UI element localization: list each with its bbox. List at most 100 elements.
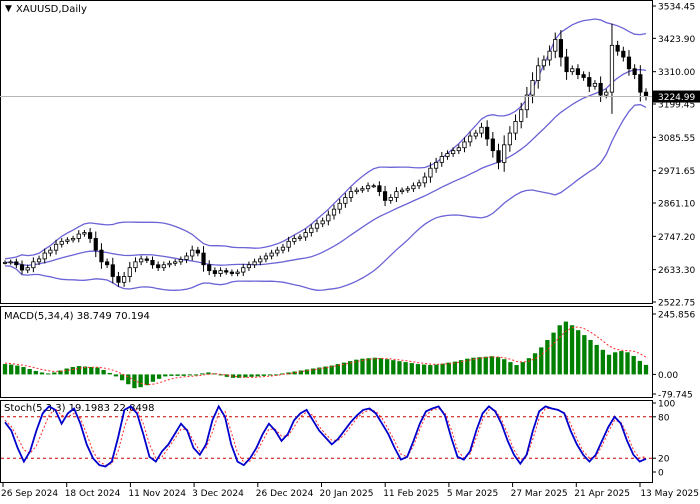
macd-bar	[508, 362, 513, 375]
macd-panel[interactable]	[0, 306, 653, 398]
candle-body	[122, 276, 127, 283]
candle-body	[519, 109, 524, 122]
bollinger-middle-band	[4, 68, 647, 267]
candle-body	[184, 255, 189, 260]
candle-body	[416, 182, 422, 187]
candle-body	[167, 262, 172, 266]
candle-body	[127, 267, 132, 277]
macd-bar	[489, 356, 495, 375]
macd-bar	[520, 362, 525, 375]
price-tick-label: 3199.45	[658, 101, 695, 111]
macd-bar	[403, 362, 408, 375]
candle-body	[326, 214, 331, 222]
date-tick-label: 27 Mar 2025	[511, 489, 568, 499]
price-tick-label: 3423.90	[658, 35, 695, 45]
macd-bar	[372, 357, 377, 375]
candle-body	[626, 56, 632, 70]
macd-bar	[428, 365, 433, 375]
stoch-tick-label: 0	[658, 469, 664, 479]
candle-body	[93, 238, 98, 251]
price-tick-label: 3085.55	[658, 134, 695, 144]
symbol-dropdown-arrow-icon[interactable]: ▼	[5, 4, 12, 14]
candle-body	[25, 267, 30, 271]
candle-body	[224, 270, 229, 273]
candle-body	[105, 261, 110, 266]
macd-bar	[212, 373, 217, 375]
date-axis[interactable]: 26 Sep 2024 18 Oct 2024 11 Nov 2024 3 Dec 2…	[1, 483, 699, 499]
macd-bar	[113, 374, 119, 377]
date-tick-label: 3 Dec 2024	[192, 489, 244, 499]
candle-body	[320, 220, 325, 225]
candle-body	[399, 189, 405, 193]
macd-bar	[397, 361, 402, 375]
macd-bar	[514, 365, 519, 375]
macd-bar	[126, 374, 131, 385]
macd-bar	[200, 373, 205, 375]
macd-bar	[163, 374, 168, 377]
macd-bar	[335, 364, 340, 375]
price-tick-label: 3310.00	[658, 68, 695, 78]
macd-bar	[354, 359, 359, 375]
candle-body	[439, 156, 444, 163]
candle-body	[31, 261, 36, 269]
candle-body	[99, 249, 104, 263]
stoch-main-line	[4, 404, 647, 468]
macd-bar	[95, 367, 100, 375]
macd-signal-line	[4, 326, 647, 386]
macd-bar	[21, 367, 26, 375]
candle-body	[309, 227, 314, 233]
candle-body	[377, 185, 382, 193]
macd-bar	[637, 360, 642, 375]
macd-bar	[280, 373, 285, 375]
candle-body	[252, 261, 257, 266]
candle-body	[553, 39, 558, 52]
macd-tick-label: -79.745	[658, 391, 693, 401]
candle-body	[53, 243, 59, 251]
macd-bar	[458, 360, 464, 375]
price-candles	[2, 23, 649, 287]
macd-bar	[323, 366, 328, 375]
date-tick-label: 11 Feb 2025	[383, 489, 439, 499]
macd-bar	[175, 374, 180, 376]
price-tick-label: 2861.10	[658, 200, 695, 210]
macd-axis: 245.856 0.00 -79.745	[652, 311, 695, 401]
candle-body	[258, 258, 263, 263]
macd-bar	[317, 367, 322, 375]
stoch-panel[interactable]	[0, 400, 653, 483]
macd-bar	[440, 363, 445, 375]
candle-body	[530, 80, 535, 96]
macd-bar	[348, 361, 353, 375]
macd-bar	[33, 370, 38, 375]
candle-body	[70, 238, 76, 241]
candle-body	[246, 264, 252, 269]
stoch-tick-label: 100	[658, 400, 675, 410]
macd-bar	[304, 369, 310, 375]
candle-body	[536, 65, 541, 81]
macd-bar	[409, 363, 414, 375]
candle-body	[638, 74, 643, 93]
macd-bar	[150, 374, 156, 382]
candle-body	[2, 262, 8, 264]
macd-bar	[64, 368, 69, 375]
price-axis[interactable]: 3534.45 3423.90 3310.00 3199.45 3085.55 2971.…	[652, 3, 695, 309]
date-tick-label: 5 Mar 2025	[447, 489, 498, 499]
current-price-box	[653, 90, 700, 103]
date-tick-label: 26 Dec 2024	[256, 489, 314, 499]
macd-bar	[187, 374, 193, 376]
macd-bar	[329, 365, 334, 375]
candle-body	[405, 188, 410, 191]
candle-body	[8, 261, 13, 264]
macd-bar	[465, 358, 470, 375]
candle-body	[592, 82, 598, 87]
price-tick-label: 2971.65	[658, 167, 695, 177]
candle-body	[632, 68, 637, 75]
candle-body	[207, 264, 212, 272]
candle-body	[496, 150, 501, 163]
current-price-label: 3224.99	[658, 93, 695, 103]
stochastic-lines	[1, 404, 652, 468]
macd-bar	[360, 358, 365, 375]
candle-body	[212, 270, 217, 274]
macd-bar	[267, 374, 273, 376]
